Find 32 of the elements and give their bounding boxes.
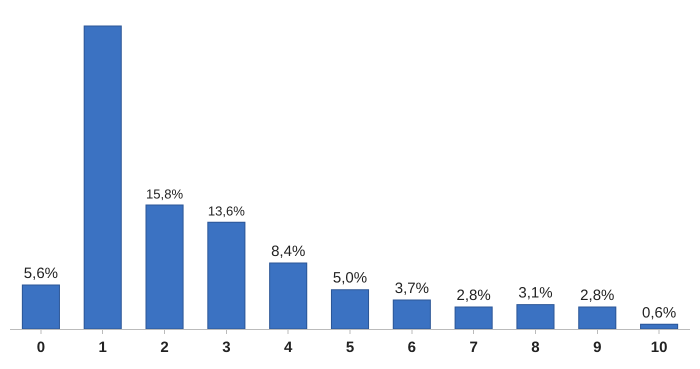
bar [22, 284, 60, 329]
bar [640, 324, 678, 329]
bar [392, 299, 431, 329]
data-label: 5,6% [24, 265, 58, 282]
bar [146, 204, 184, 329]
data-label: 0,6% [642, 304, 676, 322]
x-tick-label: 0 [36, 339, 46, 356]
x-tick-label: 1 [98, 339, 107, 356]
bar [330, 289, 370, 329]
x-tick-label: 7 [469, 339, 478, 356]
data-label: 5,0% [332, 270, 368, 287]
data-label: 3,7% [394, 280, 429, 297]
bar [207, 222, 246, 329]
x-tick-label: 2 [160, 339, 169, 356]
bar [84, 25, 122, 329]
x-tick-label: 9 [593, 339, 602, 356]
bar [516, 304, 554, 329]
data-label: 3,1% [518, 284, 553, 302]
bar [578, 306, 616, 329]
x-tick-label: 8 [531, 339, 540, 356]
data-label: 13,6% [208, 204, 246, 219]
data-label: 2,8% [456, 287, 491, 304]
x-tick-label: 5 [346, 339, 354, 356]
data-label: 2,8% [580, 287, 614, 304]
x-tick-label: 10 [650, 339, 668, 356]
bar [454, 306, 493, 329]
data-label: 8,4% [271, 243, 306, 260]
data-label: 15,8% [146, 186, 184, 202]
x-tick-label: 6 [408, 339, 416, 356]
x-tick-label: 3 [222, 339, 231, 356]
bar [269, 262, 308, 329]
x-tick-label: 4 [284, 339, 294, 356]
